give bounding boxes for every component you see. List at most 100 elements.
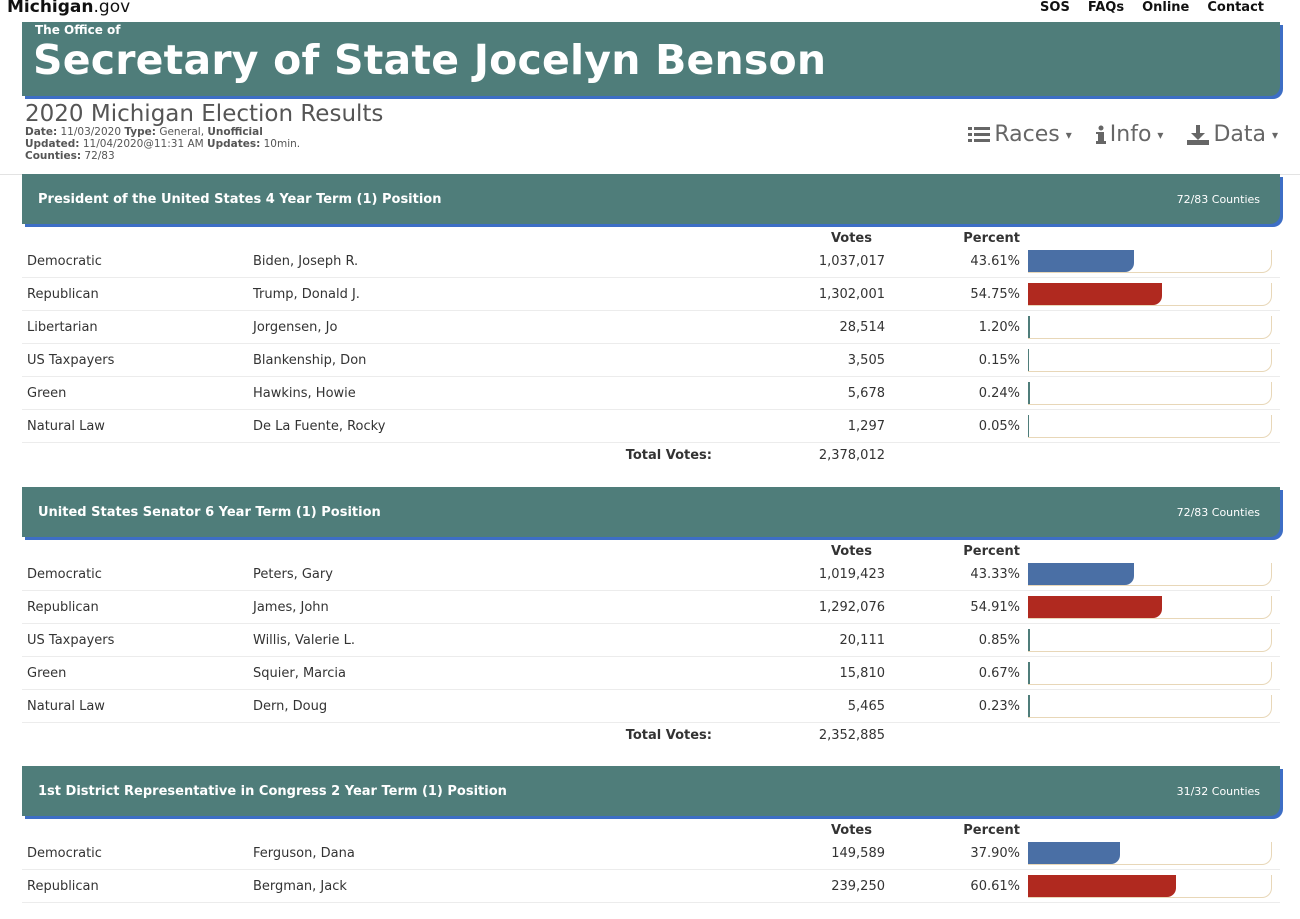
updated-value: 11/04/2020@11:31 AM [82, 138, 204, 150]
candidate-votes: 1,292,076 [818, 600, 885, 615]
total-votes-value: 2,378,012 [818, 448, 885, 463]
chevron-down-icon: ▾ [1065, 127, 1072, 142]
party-name: Democratic [27, 846, 102, 861]
vote-share-bar [1028, 316, 1030, 338]
vote-share-bar-track [1028, 875, 1272, 898]
vote-share-bar-track [1028, 349, 1272, 372]
vote-share-bar [1028, 875, 1176, 897]
candidate-row: US Taxpayers Blankenship, Don 3,505 0.15% [22, 344, 1280, 377]
nav-link-faqs[interactable]: FAQs [1087, 0, 1125, 15]
candidate-percent: 37.90% [970, 846, 1020, 861]
nav-link-contact[interactable]: Contact [1207, 0, 1264, 15]
updated-label: Updated: [25, 138, 80, 150]
party-name: Libertarian [27, 320, 98, 335]
race-header[interactable]: United States Senator 6 Year Term (1) Po… [22, 487, 1280, 537]
races-menu[interactable]: Races ▾ [968, 122, 1072, 147]
party-name: Green [27, 386, 67, 401]
candidate-votes: 149,589 [831, 846, 885, 861]
candidate-list: Democratic Biden, Joseph R. 1,037,017 43.61… [22, 245, 1280, 443]
vote-share-bar [1028, 629, 1030, 651]
votes-header: Votes [830, 544, 872, 559]
election-meta-line-3: Counties: 72/83 [25, 150, 625, 162]
race-header[interactable]: 1st District Representative in Congress … [22, 766, 1280, 816]
race-senator: United States Senator 6 Year Term (1) Po… [22, 487, 1280, 745]
vote-share-bar [1028, 349, 1029, 371]
counties-value: 72/83 [84, 150, 115, 162]
vote-share-bar [1028, 842, 1120, 864]
party-name: Republican [27, 879, 99, 894]
candidate-row: Green Squier, Marcia 15,810 0.67% [22, 657, 1280, 690]
candidate-row: Libertarian Jorgensen, Jo 28,514 1.20% [22, 311, 1280, 344]
candidate-row: Green Hawkins, Howie 5,678 0.24% [22, 377, 1280, 410]
candidate-percent: 0.67% [978, 666, 1020, 681]
candidate-name: Dern, Doug [253, 699, 328, 714]
vote-share-bar-track [1028, 563, 1272, 586]
party-name: Republican [27, 287, 99, 302]
vote-share-bar-track [1028, 629, 1272, 652]
candidate-list: Democratic Ferguson, Dana 149,589 37.90% Rep… [22, 837, 1280, 903]
candidate-row: Republican Bergman, Jack 239,250 60.61% [22, 870, 1280, 903]
candidate-name: Hawkins, Howie [253, 386, 356, 401]
candidate-name: Bergman, Jack [253, 879, 347, 894]
election-meta-line-1: Date: 11/03/2020 Type: General, Unoffici… [25, 126, 625, 138]
candidate-row: Democratic Biden, Joseph R. 1,037,017 43.61… [22, 245, 1280, 278]
race-president: President of the United States 4 Year Te… [22, 174, 1280, 465]
party-name: Democratic [27, 567, 102, 582]
candidate-percent: 0.24% [978, 386, 1020, 401]
vote-share-bar-track [1028, 382, 1272, 405]
candidate-row: Democratic Peters, Gary 1,019,423 43.33% [22, 558, 1280, 591]
candidate-votes: 3,505 [847, 353, 885, 368]
candidate-name: Squier, Marcia [253, 666, 346, 681]
vote-share-bar-track [1028, 662, 1272, 685]
total-votes-row: Total Votes: 2,352,885 [22, 723, 1280, 745]
votes-header: Votes [830, 823, 872, 838]
candidate-votes: 15,810 [839, 666, 886, 681]
candidate-row: US Taxpayers Willis, Valerie L. 20,111 0.85… [22, 624, 1280, 657]
election-title: 2020 Michigan Election Results [25, 101, 384, 127]
column-headers: Votes Percent [22, 816, 1280, 838]
nav-link-sos[interactable]: SOS [1040, 0, 1070, 15]
candidate-row: Republican Trump, Donald J. 1,302,001 54.75… [22, 278, 1280, 311]
sos-banner[interactable]: The Office of Secretary of State Jocelyn… [22, 22, 1280, 96]
vote-share-bar-track [1028, 316, 1272, 339]
candidate-name: Blankenship, Don [253, 353, 367, 368]
chevron-down-icon: ▾ [1157, 127, 1164, 142]
type-value: General, [159, 126, 205, 138]
candidate-name: Ferguson, Dana [253, 846, 355, 861]
info-menu[interactable]: Info ▾ [1095, 122, 1164, 147]
date-label: Date: [25, 126, 58, 138]
total-votes-label: Total Votes: [625, 728, 712, 743]
party-name: Natural Law [27, 699, 105, 714]
candidate-votes: 1,037,017 [818, 254, 885, 269]
candidate-votes: 1,302,001 [818, 287, 885, 302]
party-name: Democratic [27, 254, 102, 269]
race-congress-district-1: 1st District Representative in Congress … [22, 766, 1280, 903]
candidate-name: De La Fuente, Rocky [253, 419, 386, 434]
results-menus: Races ▾ Info ▾ Data ▾ [968, 122, 1278, 147]
data-menu-label: Data [1213, 122, 1266, 147]
candidate-percent: 54.75% [970, 287, 1020, 302]
vote-share-bar [1028, 662, 1030, 684]
data-menu[interactable]: Data ▾ [1187, 122, 1278, 147]
column-headers: Votes Percent [22, 537, 1280, 559]
total-votes-row: Total Votes: 2,378,012 [22, 443, 1280, 465]
list-icon [968, 126, 991, 142]
michigan-gov-logo[interactable]: Michigan.gov [7, 0, 130, 17]
nav-link-online[interactable]: Online [1142, 0, 1190, 15]
download-icon [1187, 124, 1210, 145]
candidate-row: Democratic Ferguson, Dana 149,589 37.90% [22, 837, 1280, 870]
candidate-row: Natural Law Dern, Doug 5,465 0.23% [22, 690, 1280, 723]
candidate-votes: 239,250 [831, 879, 885, 894]
candidate-votes: 5,678 [847, 386, 885, 401]
status-value: Unofficial [207, 126, 263, 138]
info-icon [1095, 125, 1106, 144]
race-header[interactable]: President of the United States 4 Year Te… [22, 174, 1280, 224]
vote-share-bar [1028, 563, 1134, 585]
party-name: Green [27, 666, 67, 681]
candidate-row: Republican James, John 1,292,076 54.91% [22, 591, 1280, 624]
candidate-percent: 0.05% [978, 419, 1020, 434]
counties-label: Counties: [25, 150, 82, 162]
party-name: Republican [27, 600, 99, 615]
candidate-votes: 20,111 [839, 633, 886, 648]
percent-header: Percent [963, 823, 1020, 838]
